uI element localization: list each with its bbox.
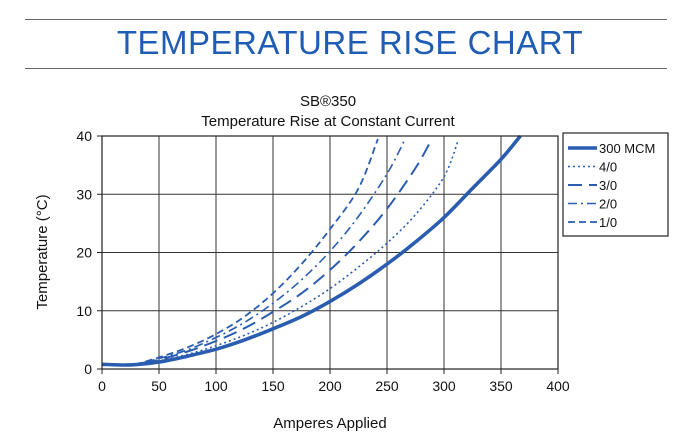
banner-title: TEMPERATURE RISE CHART [116,24,584,61]
series-line-2-0 [101,138,406,367]
plot-frame [101,135,559,370]
y-tick-label: 40 [76,128,92,144]
y-tick-label: 0 [84,361,92,377]
legend-label: 4/0 [599,160,617,175]
x-tick-label: 50 [151,378,167,394]
legend-label: 300 MCM [599,141,655,156]
x-axis-label: Amperes Applied [273,415,386,432]
y-axis-label: Temperature (°C) [34,194,51,309]
legend-label: 3/0 [599,178,617,193]
x-tick-label: 150 [261,378,285,394]
chart-subtitle: Temperature Rise at Constant Current [201,113,455,130]
chart-title: SB®350 [300,93,356,110]
series-line-300-mcm [101,134,522,367]
legend-label: 2/0 [599,197,617,212]
series-lines [101,134,522,367]
series-line-1-0 [101,138,379,367]
y-tick-label: 20 [76,245,92,261]
series-line-4-0 [101,141,459,366]
legend: 300 MCM 4/0 3/0 2/0 1/0 [562,132,669,237]
grid [102,136,558,369]
y-tick-label: 30 [76,186,92,202]
series-line-3-0 [101,141,432,367]
y-tick-label: 10 [76,303,92,319]
x-tick-label: 400 [546,378,570,394]
bottom-rule [25,68,667,69]
x-tick-label: 350 [489,378,513,394]
x-tick-label: 0 [98,378,106,394]
x-tick-label: 300 [432,378,456,394]
top-rule [25,19,667,20]
x-tick-label: 100 [204,378,228,394]
x-tick-label: 200 [318,378,342,394]
axis-ticks: 0 50 100 150 200 250 300 350 400 0 10 20 30 40 [76,128,569,394]
legend-label: 1/0 [599,215,617,230]
x-tick-label: 250 [375,378,399,394]
